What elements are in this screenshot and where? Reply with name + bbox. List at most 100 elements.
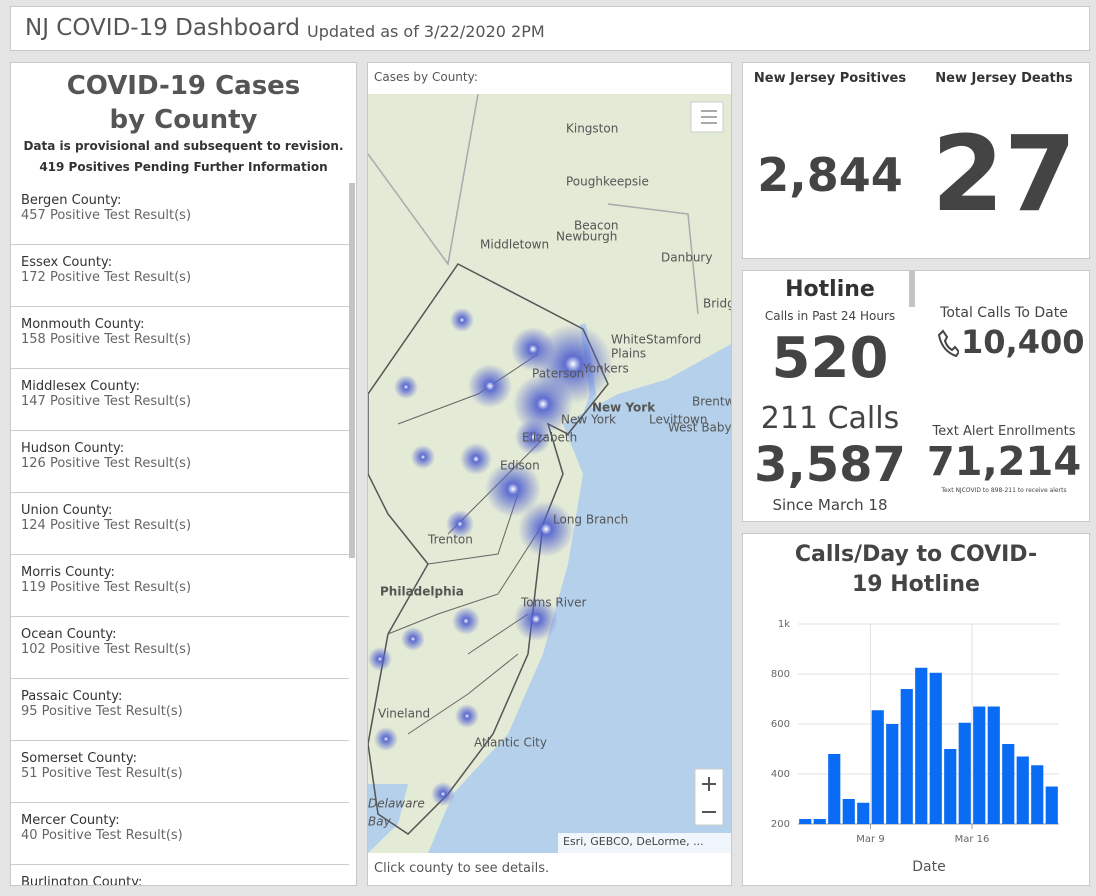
bar: [1016, 756, 1029, 824]
county-item[interactable]: Essex County: 172 Positive Test Result(s): [11, 245, 349, 307]
county-result: 126 Positive Test Result(s): [21, 456, 192, 471]
x-axis-title: Date: [912, 859, 945, 875]
place-label: Kingston: [566, 122, 618, 136]
county-item[interactable]: Morris County: 119 Positive Test Result(s…: [11, 555, 349, 617]
map[interactable]: Kingston Poughkeepsie Beacon Newburgh Mi…: [368, 94, 731, 853]
place-label: Philadelphia: [380, 585, 464, 599]
text-value: 71,214: [926, 439, 1082, 485]
calls211-label: 211 Calls: [760, 401, 900, 436]
county-name: Hudson County:: [21, 441, 125, 456]
county-item[interactable]: Monmouth County: 158 Positive Test Result…: [11, 307, 349, 369]
county-result: 119 Positive Test Result(s): [21, 580, 192, 595]
stats-panel: New Jersey Positives 2,844 New Jersey De…: [742, 62, 1090, 259]
county-result: 147 Positive Test Result(s): [21, 394, 192, 409]
attribution-bg: [558, 833, 731, 853]
county-item[interactable]: Mercer County: 40 Positive Test Result(s): [11, 803, 349, 865]
county-item[interactable]: Bergen County: 457 Positive Test Result(s…: [11, 183, 349, 245]
hotline-title: Hotline: [785, 277, 875, 302]
county-list: Bergen County: 457 Positive Test Result(s…: [11, 183, 349, 885]
bar: [973, 706, 986, 824]
place-label: Bay: [368, 815, 392, 829]
text-label: Text Alert Enrollments: [932, 424, 1076, 439]
y-tick-label: 400: [771, 769, 790, 780]
county-item[interactable]: Union County: 124 Positive Test Result(s): [11, 493, 349, 555]
place-label: Delaware: [368, 797, 425, 811]
county-result: 40 Positive Test Result(s): [21, 828, 183, 843]
county-result: 51 Positive Test Result(s): [21, 766, 183, 781]
county-name: Passaic County:: [21, 689, 123, 704]
positives-value: 2,844: [757, 148, 903, 202]
county-name: Morris County:: [21, 565, 115, 580]
place-label: Toms River: [520, 596, 587, 610]
place-label: West Baby: [668, 421, 731, 435]
county-item[interactable]: Hudson County: 126 Positive Test Result(s…: [11, 431, 349, 493]
bar: [987, 706, 1000, 824]
y-tick-label: 1k: [778, 619, 790, 630]
county-item[interactable]: Somerset County: 51 Positive Test Result(…: [11, 741, 349, 803]
map-title: Cases by County:: [374, 70, 478, 84]
county-item[interactable]: Passaic County: 95 Positive Test Result(s…: [11, 679, 349, 741]
header-title: NJ COVID-19 Dashboard: [25, 15, 300, 41]
text-note: Text NJCOVID to 898-211 to receive alert…: [941, 487, 1067, 494]
place-label: Newburgh: [556, 230, 617, 244]
chart-panel: Calls/Day to COVID-19 Hotline Date 200 40…: [742, 533, 1090, 886]
place-label: Atlantic City: [474, 736, 547, 750]
bar: [944, 749, 957, 824]
county-note: Data is provisional and subsequent to re…: [23, 139, 344, 153]
county-result: 95 Positive Test Result(s): [21, 704, 183, 719]
y-tick-label: 800: [771, 669, 790, 680]
county-panel: COVID-19 Cases by County Data is provisi…: [10, 62, 357, 886]
state-borders: [368, 94, 699, 315]
bar: [857, 802, 870, 824]
bar: [1045, 786, 1058, 824]
place-label: Paterson: [532, 367, 584, 381]
heat-spots: [368, 308, 613, 806]
legend-button[interactable]: [690, 101, 724, 133]
place-label: Bridg: [703, 297, 731, 311]
county-name: Mercer County:: [21, 813, 120, 828]
bar: [929, 672, 942, 824]
county-item[interactable]: Middlesex County: 147 Positive Test Resul…: [11, 369, 349, 431]
map-footer: Click county to see details.: [374, 861, 550, 876]
x-tick-label: Mar 16: [955, 834, 990, 845]
bar: [886, 724, 899, 824]
county-result: 102 Positive Test Result(s): [21, 642, 192, 657]
bar: [915, 667, 928, 824]
county-pending: 419 Positives Pending Further Informatio…: [39, 160, 328, 174]
place-label: Brentw: [692, 395, 731, 409]
county-name: Essex County:: [21, 255, 113, 270]
county-title: COVID-19 Cases by County: [66, 71, 301, 135]
place-label: Yonkers: [582, 362, 629, 376]
county-result: 158 Positive Test Result(s): [21, 332, 192, 347]
county-item[interactable]: Ocean County: 102 Positive Test Result(s): [11, 617, 349, 679]
zoom-controls[interactable]: [694, 768, 724, 826]
bar: [1031, 765, 1044, 824]
scrollbar[interactable]: [349, 183, 355, 558]
bar: [958, 722, 971, 824]
place-label: New York: [561, 413, 616, 427]
county-name: Ocean County:: [21, 627, 117, 642]
total-label: Total Calls To Date: [940, 305, 1068, 321]
place-label: White: [611, 333, 646, 347]
county-name: Bergen County:: [21, 193, 122, 208]
place-label: New York: [592, 401, 656, 415]
header-subtitle: Updated as of 3/22/2020 2PM: [307, 22, 545, 41]
county-item[interactable]: Burlington County:: [11, 865, 349, 885]
bar: [813, 819, 826, 824]
place-label: Edison: [500, 459, 540, 473]
scrollbar[interactable]: [909, 271, 915, 307]
bar: [828, 754, 841, 824]
place-label: Middletown: [480, 238, 549, 252]
calls-value: 520: [771, 326, 889, 391]
y-tick-label: 600: [771, 719, 790, 730]
positives-label: New Jersey Positives: [753, 71, 907, 86]
place-label: Long Branch: [553, 513, 628, 527]
county-name: Somerset County:: [21, 751, 137, 766]
hotline-panel: Hotline Calls in Past 24 Hours 520 211 C…: [742, 270, 1090, 522]
place-label: Stamford: [646, 333, 701, 347]
county-name: Middlesex County:: [21, 379, 141, 394]
phone-icon: [937, 329, 959, 357]
place-label: Vineland: [378, 707, 430, 721]
since-label: Since March 18: [772, 496, 888, 514]
